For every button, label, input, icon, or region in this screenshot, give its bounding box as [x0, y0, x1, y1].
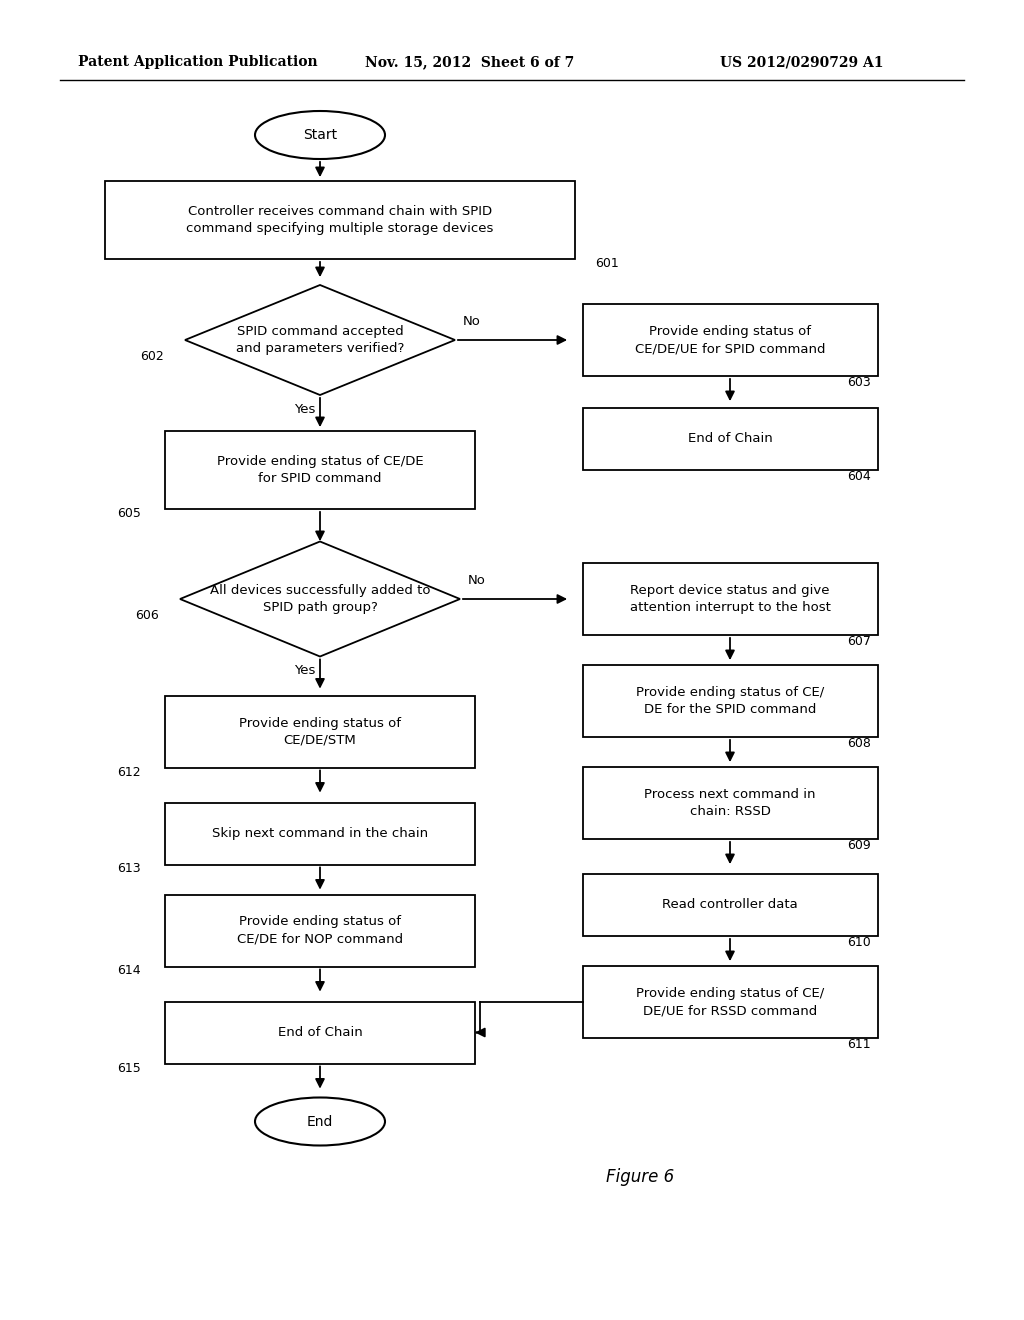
Polygon shape — [180, 541, 460, 656]
Text: Provide ending status of
CE/DE/UE for SPID command: Provide ending status of CE/DE/UE for SP… — [635, 325, 825, 355]
Text: 612: 612 — [117, 766, 140, 779]
Text: Process next command in
chain: RSSD: Process next command in chain: RSSD — [644, 788, 816, 818]
FancyBboxPatch shape — [583, 966, 878, 1038]
Text: Provide ending status of CE/
DE/UE for RSSD command: Provide ending status of CE/ DE/UE for R… — [636, 987, 824, 1016]
FancyBboxPatch shape — [583, 408, 878, 470]
Text: Yes: Yes — [294, 403, 315, 416]
Text: Provide ending status of CE/DE
for SPID command: Provide ending status of CE/DE for SPID … — [217, 455, 423, 484]
Text: 607: 607 — [848, 635, 871, 648]
Ellipse shape — [255, 111, 385, 158]
Text: End: End — [307, 1114, 333, 1129]
Text: US 2012/0290729 A1: US 2012/0290729 A1 — [720, 55, 884, 69]
Text: Provide ending status of
CE/DE/STM: Provide ending status of CE/DE/STM — [239, 717, 401, 747]
Text: Read controller data: Read controller data — [663, 899, 798, 912]
Text: Report device status and give
attention interrupt to the host: Report device status and give attention … — [630, 583, 830, 614]
Text: Provide ending status of
CE/DE for NOP command: Provide ending status of CE/DE for NOP c… — [237, 916, 403, 945]
Text: 602: 602 — [140, 350, 164, 363]
Text: Controller receives command chain with SPID
command specifying multiple storage : Controller receives command chain with S… — [186, 205, 494, 235]
Text: Nov. 15, 2012  Sheet 6 of 7: Nov. 15, 2012 Sheet 6 of 7 — [365, 55, 574, 69]
Text: SPID command accepted
and parameters verified?: SPID command accepted and parameters ver… — [236, 325, 404, 355]
FancyBboxPatch shape — [165, 432, 475, 510]
FancyBboxPatch shape — [165, 895, 475, 966]
Text: Skip next command in the chain: Skip next command in the chain — [212, 828, 428, 840]
FancyBboxPatch shape — [165, 803, 475, 865]
Text: Start: Start — [303, 128, 337, 143]
FancyBboxPatch shape — [583, 564, 878, 635]
FancyBboxPatch shape — [583, 304, 878, 376]
Text: Yes: Yes — [294, 664, 315, 677]
Text: 609: 609 — [848, 840, 871, 851]
FancyBboxPatch shape — [165, 1002, 475, 1064]
FancyBboxPatch shape — [105, 181, 575, 259]
Text: End of Chain: End of Chain — [278, 1026, 362, 1039]
Text: 610: 610 — [848, 936, 871, 949]
Text: 613: 613 — [117, 862, 140, 875]
Text: 615: 615 — [117, 1061, 140, 1074]
Text: 605: 605 — [117, 507, 141, 520]
Text: Provide ending status of CE/
DE for the SPID command: Provide ending status of CE/ DE for the … — [636, 686, 824, 715]
FancyBboxPatch shape — [165, 696, 475, 767]
Text: 601: 601 — [595, 257, 618, 271]
Text: No: No — [468, 574, 485, 587]
Text: 611: 611 — [848, 1038, 871, 1051]
FancyBboxPatch shape — [583, 767, 878, 840]
FancyBboxPatch shape — [583, 874, 878, 936]
Text: 614: 614 — [117, 965, 140, 978]
Text: No: No — [463, 315, 481, 327]
Polygon shape — [185, 285, 455, 395]
Text: 604: 604 — [848, 470, 871, 483]
Text: All devices successfully added to
SPID path group?: All devices successfully added to SPID p… — [210, 583, 430, 614]
Text: 608: 608 — [848, 737, 871, 750]
FancyBboxPatch shape — [583, 665, 878, 737]
Ellipse shape — [255, 1097, 385, 1146]
Text: End of Chain: End of Chain — [688, 433, 772, 446]
Text: 606: 606 — [135, 609, 159, 622]
Text: 603: 603 — [848, 376, 871, 389]
Text: Figure 6: Figure 6 — [606, 1167, 674, 1185]
Text: Patent Application Publication: Patent Application Publication — [78, 55, 317, 69]
